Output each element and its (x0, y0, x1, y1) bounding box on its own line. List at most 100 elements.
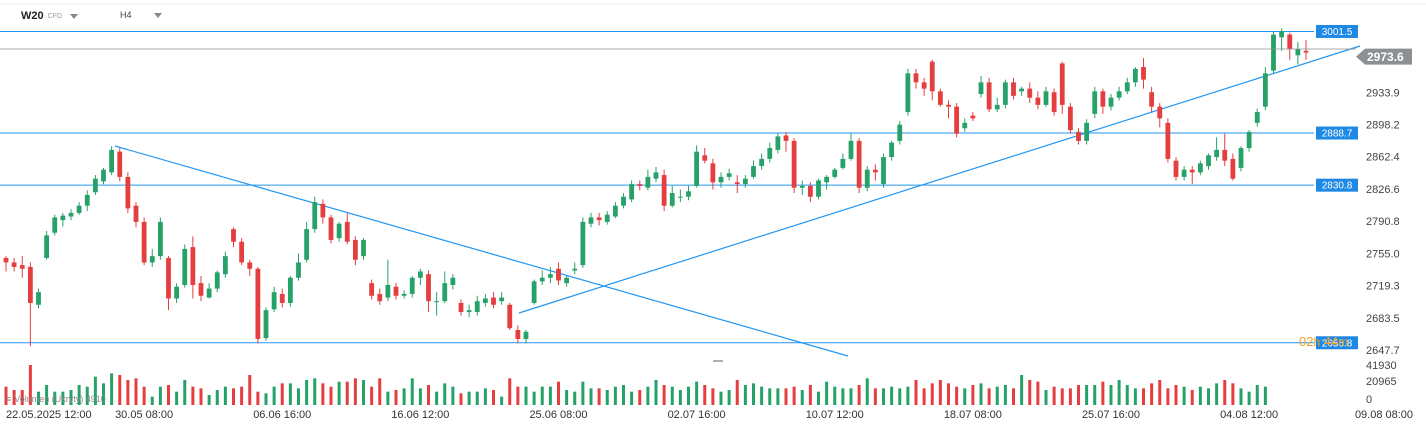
symbol-name: W20 (21, 10, 44, 22)
candle (596, 212, 602, 226)
volume-bar (914, 380, 918, 405)
candle (174, 283, 180, 303)
candle (1149, 86, 1155, 113)
symbol-selector[interactable]: W20 CFD (21, 10, 79, 22)
candle (864, 166, 870, 192)
price-axis[interactable]: 2647.7 2683.5 2719.3 2755.0 2790.8 2826.6 2862… (1366, 87, 1400, 357)
candle (117, 148, 123, 182)
candle (1002, 79, 1008, 109)
volume-bar (752, 383, 755, 405)
candle (856, 138, 862, 194)
volume-bar (833, 386, 837, 405)
candle (84, 190, 90, 212)
volume-bars (4, 365, 1267, 405)
candle (832, 167, 838, 179)
candle (1181, 166, 1187, 181)
candle (507, 302, 513, 330)
volume-bar (1207, 388, 1210, 405)
volume-bar (1044, 390, 1048, 405)
candle (994, 97, 1000, 113)
candle (848, 133, 854, 161)
candle (76, 202, 82, 215)
candle (637, 180, 643, 191)
volume-bar (605, 390, 609, 405)
volume-bar (776, 388, 780, 405)
volume-bar (1142, 388, 1145, 405)
candle (369, 279, 375, 300)
trend-line-up[interactable] (518, 45, 1361, 314)
current-price-tag-bg (1356, 48, 1412, 65)
candle (141, 217, 147, 266)
price-tick-label: 2826.6 (1366, 184, 1400, 196)
candle (929, 59, 935, 101)
time-tick-label: 10.07 12:00 (806, 409, 864, 421)
volume-bar (890, 386, 894, 405)
volume-bar (613, 386, 617, 405)
time-tick-label: 22.05.2025 12:00 (6, 409, 92, 421)
horizontal-levels[interactable] (0, 30, 1314, 344)
candle (239, 238, 245, 266)
candle (499, 292, 505, 305)
candle (742, 175, 748, 188)
volume-bar (345, 381, 349, 405)
candle (344, 212, 350, 245)
volume-bar (427, 385, 430, 405)
price-tick-label: 2647.7 (1366, 345, 1400, 357)
volume-bar (321, 383, 325, 405)
candle (1222, 133, 1228, 167)
candle (44, 230, 50, 260)
candle (36, 288, 41, 309)
timer-hours-unit: h (1313, 335, 1321, 349)
volume-bar (1182, 386, 1186, 405)
candle (726, 168, 732, 181)
volume-bar (435, 391, 439, 405)
volume-bar (443, 383, 447, 405)
candle (482, 293, 488, 307)
volume-bar (735, 380, 739, 405)
volume-bar (1239, 388, 1243, 405)
trend-lines[interactable] (114, 45, 1361, 357)
candle (1295, 41, 1301, 65)
volume-bar (1223, 380, 1227, 405)
candle (1214, 137, 1220, 161)
candle (897, 121, 903, 145)
trend-line-down[interactable] (114, 145, 849, 357)
volume-indicator-label[interactable]: ≡ Volumen (Ukryty) 4910 (6, 394, 106, 404)
candle (157, 217, 163, 260)
volume-bar (849, 388, 853, 405)
volume-bar (670, 386, 674, 405)
time-axis[interactable]: 22.05.2025 12:00 30.05 08:00 06.06 16:00 16… (6, 409, 1413, 421)
timeframe-selector[interactable]: H4 (120, 10, 162, 20)
timeframe-label: H4 (120, 10, 132, 20)
candle (361, 238, 366, 260)
candle (1230, 153, 1236, 181)
candle (101, 167, 106, 185)
volume-bar (955, 386, 959, 405)
volume-bar (77, 385, 81, 405)
volume-bar (1117, 380, 1121, 405)
volume-bar (784, 388, 788, 405)
volume-axis: 41930 20965 0 (1366, 360, 1397, 406)
candle (1303, 40, 1309, 60)
volume-bar (1068, 388, 1072, 405)
candle (759, 153, 765, 170)
volume-bar (825, 381, 829, 405)
volume-bar (1231, 383, 1235, 405)
candle (1206, 153, 1211, 170)
candle (1043, 86, 1049, 107)
candle (580, 217, 586, 268)
volume-bar (687, 386, 690, 405)
volume-bar (150, 396, 154, 405)
candle (206, 283, 212, 299)
candle (1165, 118, 1171, 163)
volume-bar (695, 381, 699, 405)
instrument-type: CFD (47, 12, 63, 20)
chevron-down-icon (70, 13, 79, 19)
volume-bar (93, 376, 97, 405)
volume-bar (1003, 385, 1007, 405)
volume-bar (1133, 388, 1137, 405)
volume-bar (711, 388, 715, 405)
volume-tick-label: 0 (1366, 394, 1372, 406)
candle (255, 266, 261, 344)
